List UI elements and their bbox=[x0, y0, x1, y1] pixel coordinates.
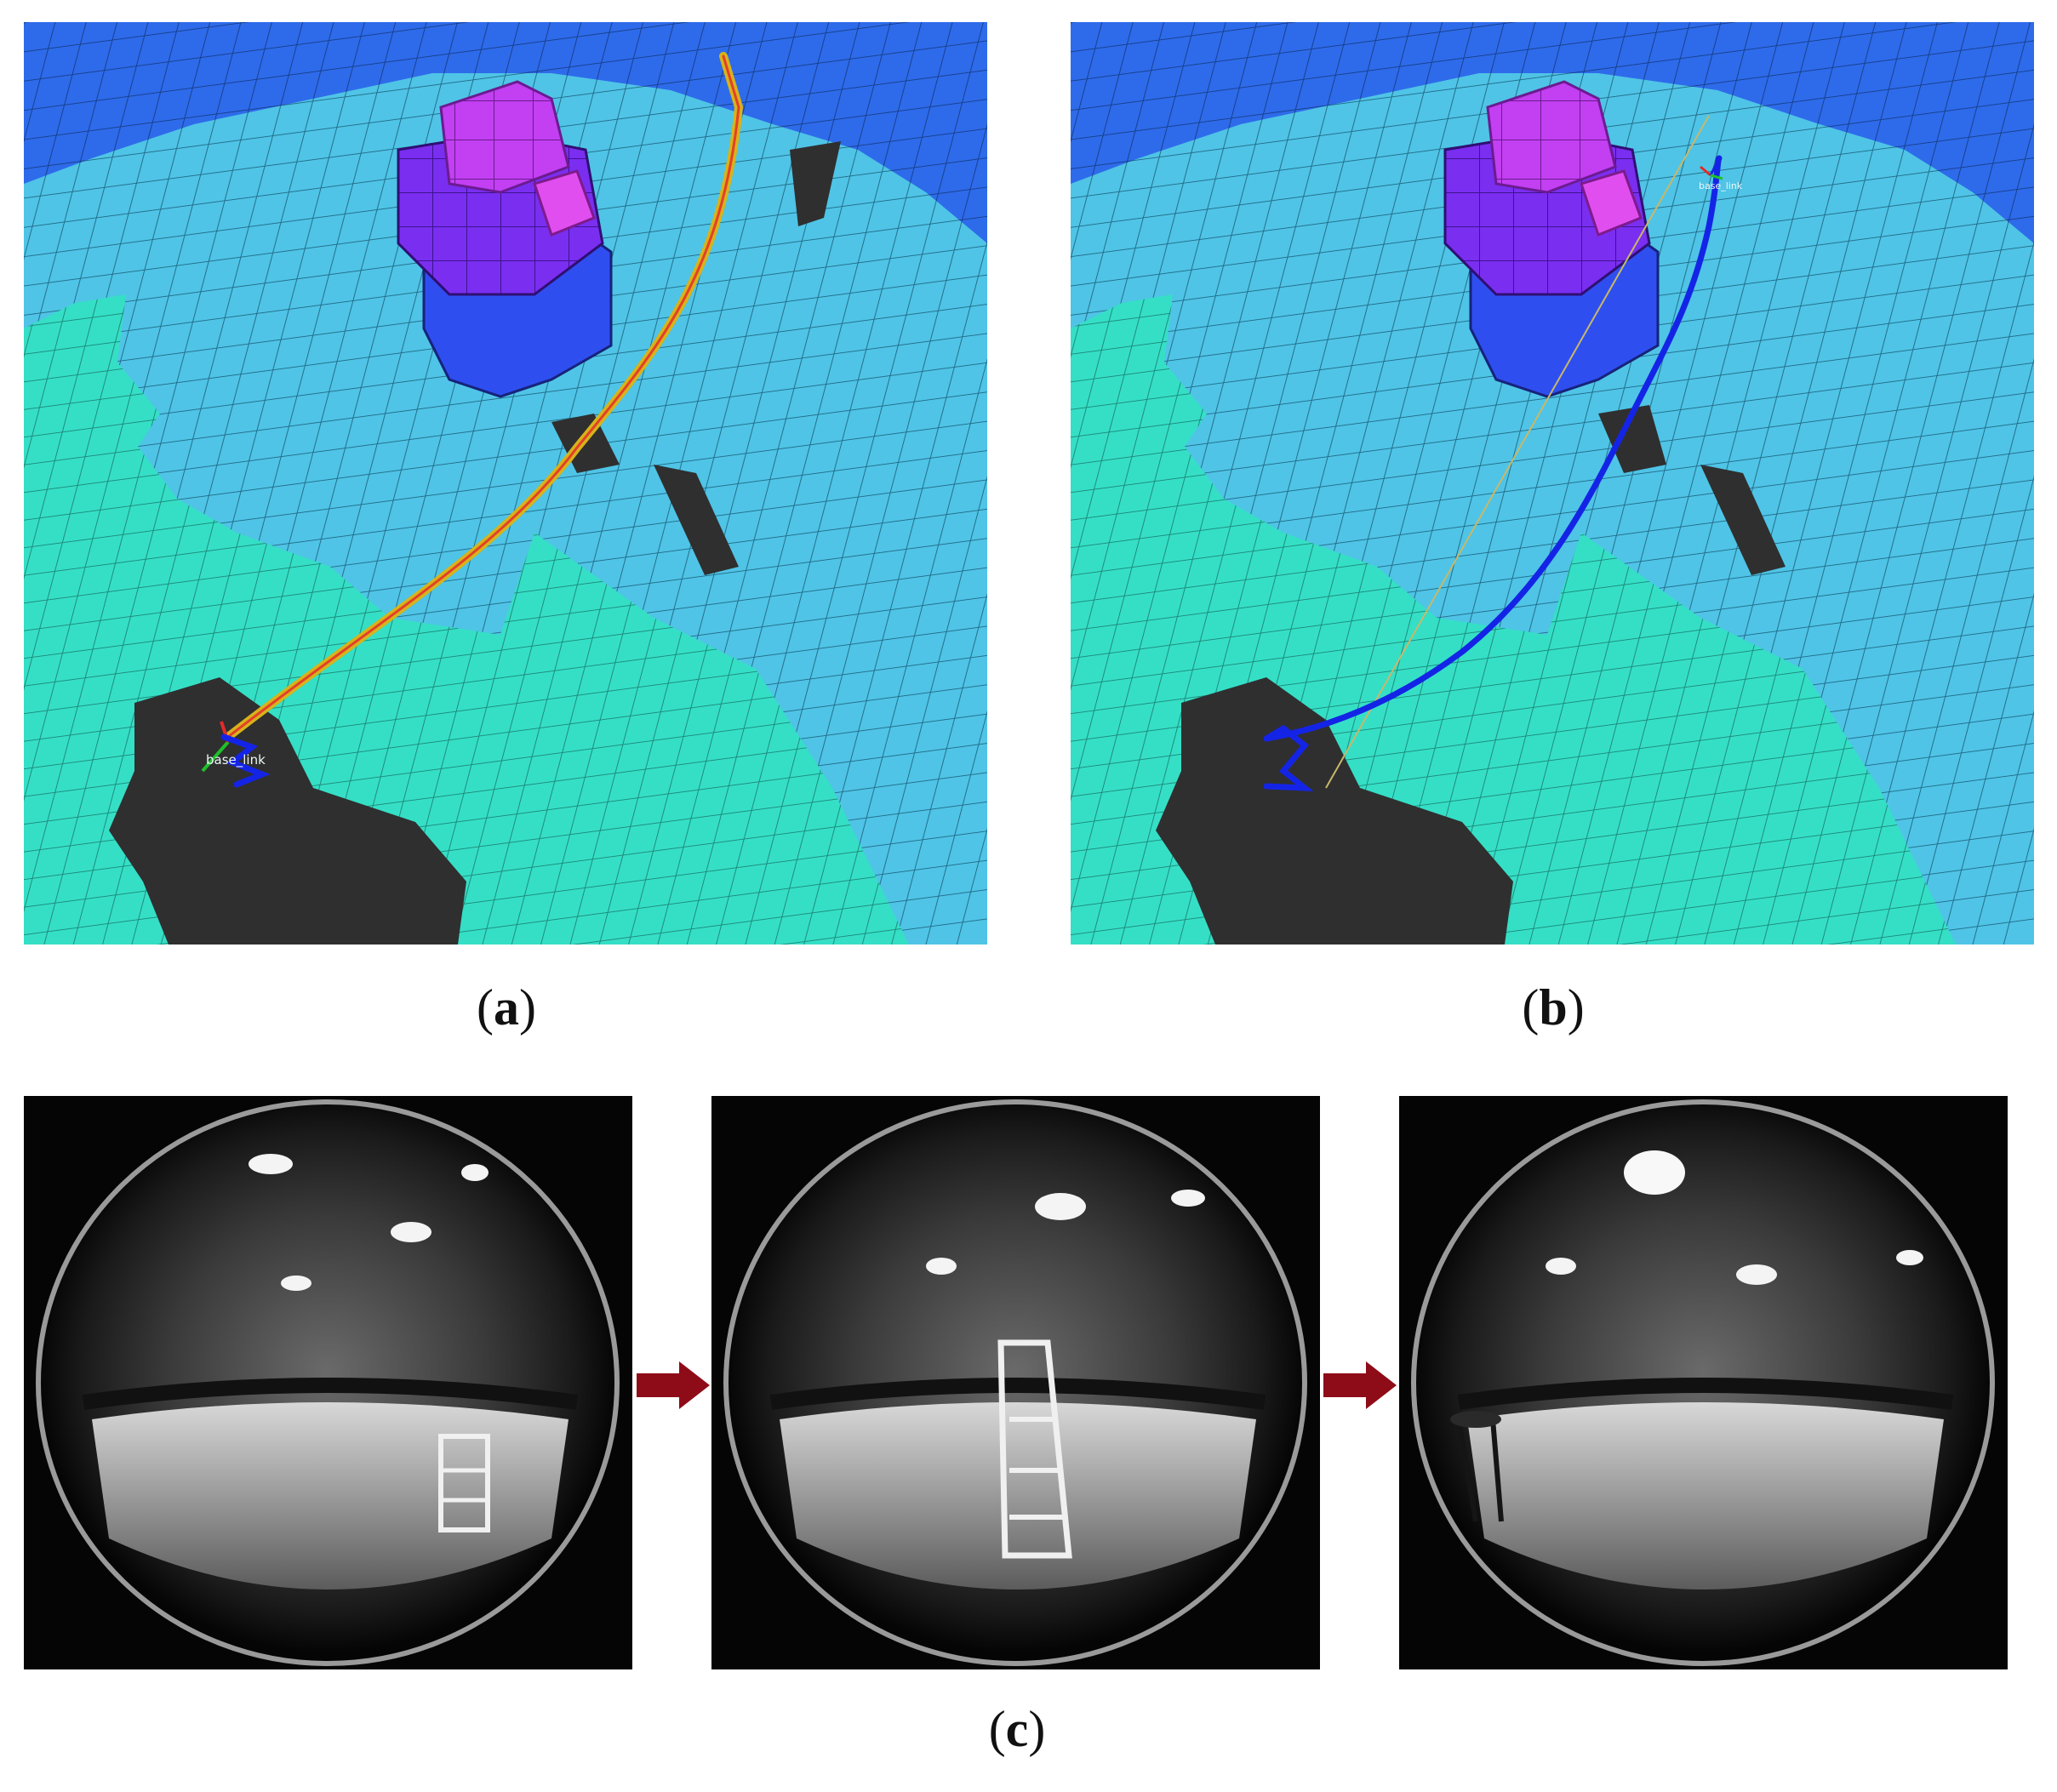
voxel-map-a: base_link bbox=[24, 22, 987, 945]
frame-label-b: base_link bbox=[1699, 180, 1743, 191]
low-cube-region bbox=[1071, 22, 2034, 945]
reference-line bbox=[1325, 115, 1710, 789]
high-cube-band bbox=[24, 22, 987, 243]
free-space-patch bbox=[109, 677, 466, 945]
floor-region-left bbox=[24, 294, 160, 499]
free-space-gap-1 bbox=[1598, 405, 1666, 473]
voxel-map-panel-b: base_link bbox=[1071, 22, 2034, 945]
caption-b: (b) bbox=[1522, 979, 1585, 1036]
obstacle-top-magenta bbox=[1486, 80, 1617, 194]
planned-trajectory-core bbox=[226, 54, 740, 739]
low-cube-region bbox=[24, 22, 987, 945]
right-arrow-icon bbox=[1323, 1361, 1397, 1409]
obstacle-small-magenta bbox=[1580, 169, 1643, 237]
fisheye-frame-3 bbox=[1399, 1096, 2008, 1669]
free-space-patch bbox=[1156, 677, 1513, 945]
fisheye-frame-1 bbox=[24, 1096, 632, 1669]
free-space-gap-2 bbox=[1700, 465, 1786, 575]
caption-c: (c) bbox=[988, 1701, 1046, 1757]
voxel-map-b: base_link bbox=[1071, 22, 2034, 945]
trajectory-start-squiggle bbox=[1263, 724, 1314, 791]
executed-trajectory bbox=[1263, 155, 1723, 742]
obstacle-small-magenta bbox=[533, 169, 596, 237]
high-cube-band bbox=[1071, 22, 2034, 243]
obstacle-top-magenta bbox=[439, 80, 570, 194]
right-arrow-icon bbox=[637, 1361, 710, 1409]
fisheye-frame-2 bbox=[711, 1096, 1320, 1669]
robot-frame-icon bbox=[1700, 157, 1723, 180]
voxel-map-panel-a: base_link bbox=[24, 22, 987, 945]
robot-frame-icon bbox=[201, 721, 271, 788]
free-space-gap-1 bbox=[790, 141, 841, 226]
frame-label-a: base_link bbox=[206, 752, 266, 768]
free-space-gap-2 bbox=[654, 465, 739, 575]
caption-a: (a) bbox=[477, 979, 536, 1036]
floor-region-left bbox=[1071, 294, 1207, 499]
